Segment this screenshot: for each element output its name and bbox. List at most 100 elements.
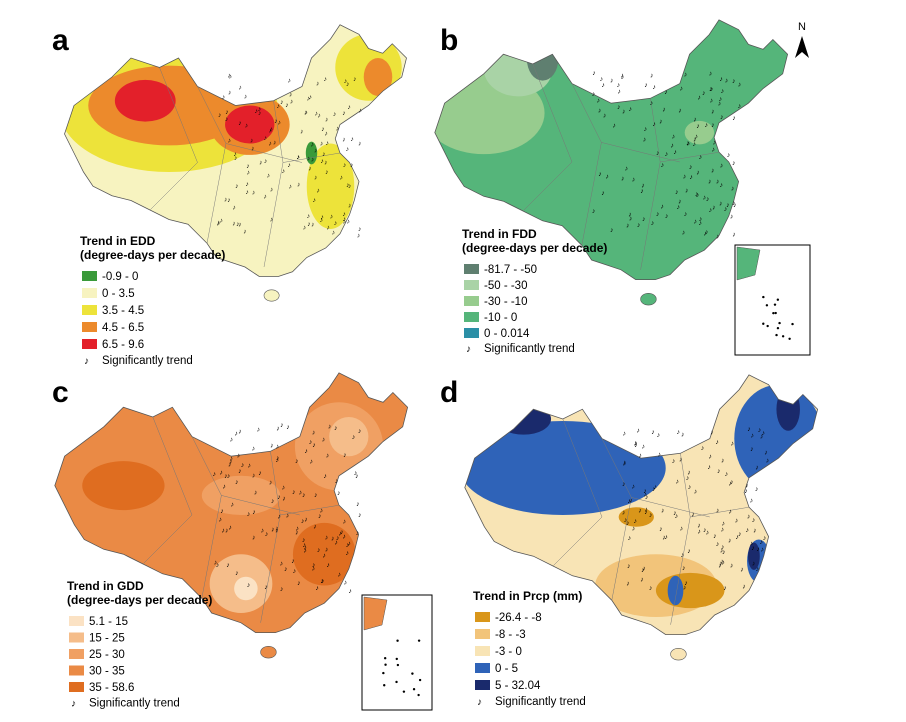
station-marker: ♪ <box>222 483 225 490</box>
legend-label: 3.5 - 4.5 <box>102 305 144 317</box>
station-marker: ♪ <box>716 508 719 515</box>
station-marker: ♪ <box>277 514 280 521</box>
station-marker: ♪ <box>342 136 345 143</box>
station-marker: ♪ <box>628 535 631 542</box>
station-marker: ♪ <box>252 534 255 541</box>
station-marker: ♪ <box>644 82 647 89</box>
panel-label: c <box>52 376 69 409</box>
station-marker: ♪ <box>644 509 647 516</box>
station-marker: ♪ <box>251 146 254 153</box>
station-marker: ♪ <box>634 440 637 447</box>
station-marker: ♪ <box>664 534 667 541</box>
station-marker: ♪ <box>312 442 315 449</box>
station-marker: ♪ <box>270 126 273 133</box>
station-marker: ♪ <box>245 189 248 196</box>
station-marker: ♪ <box>308 94 311 101</box>
station-marker: ♪ <box>336 126 339 133</box>
station-marker: ♪ <box>334 540 337 547</box>
legend-swatch <box>69 632 84 643</box>
station-marker: ♪ <box>314 148 317 155</box>
station-marker: ♪ <box>689 174 692 181</box>
station-marker: ♪ <box>348 588 351 595</box>
station-marker: ♪ <box>758 427 761 434</box>
station-marker: ♪ <box>254 489 257 496</box>
station-marker: ♪ <box>342 211 345 218</box>
station-marker: ♪ <box>642 566 645 573</box>
station-marker: ♪ <box>661 508 664 515</box>
station-marker: ♪ <box>719 182 722 189</box>
station-marker: ♪ <box>621 175 624 182</box>
station-marker: ♪ <box>230 437 233 444</box>
station-marker: ♪ <box>629 498 632 505</box>
station-marker: ♪ <box>228 138 231 145</box>
station-marker: ♪ <box>676 204 679 211</box>
station-marker: ♪ <box>716 541 719 548</box>
station-marker: ♪ <box>721 526 724 533</box>
station-marker: ♪ <box>313 197 316 204</box>
station-marker: ♪ <box>343 518 346 525</box>
station-marker: ♪ <box>355 473 358 480</box>
station-marker: ♪ <box>632 525 635 532</box>
station-marker: ♪ <box>243 228 246 235</box>
station-marker: ♪ <box>701 445 704 452</box>
station-marker: ♪ <box>245 122 248 129</box>
station-marker: ♪ <box>730 562 733 569</box>
station-marker: ♪ <box>338 531 341 538</box>
station-marker: ♪ <box>226 562 229 569</box>
legend-label: 0 - 0.014 <box>484 328 530 340</box>
legend-label: 0 - 5 <box>495 663 518 675</box>
station-marker: ♪ <box>620 73 623 80</box>
station-marker: ♪ <box>252 445 255 452</box>
trend-zone <box>306 143 355 230</box>
station-marker: ♪ <box>596 98 599 105</box>
station-marker: ♪ <box>641 183 644 190</box>
station-marker: ♪ <box>322 151 325 158</box>
station-marker: ♪ <box>271 498 274 505</box>
station-marker: ♪ <box>297 580 300 587</box>
station-marker: ♪ <box>312 562 315 569</box>
station-marker: ♪ <box>738 531 741 538</box>
station-marker: ♪ <box>623 460 626 467</box>
station-marker: ♪ <box>682 230 685 237</box>
station-marker: ♪ <box>719 76 722 83</box>
station-marker: ♪ <box>218 112 221 119</box>
legend-significance: Significantly trend <box>89 698 180 710</box>
station-marker: ♪ <box>661 162 664 169</box>
station-marker: ♪ <box>350 162 353 169</box>
station-marker: ♪ <box>264 158 267 165</box>
station-marker: ♪ <box>712 204 715 211</box>
station-marker: ♪ <box>234 431 237 438</box>
station-marker: ♪ <box>214 559 217 566</box>
station-marker: ♪ <box>308 165 311 172</box>
station-marker: ♪ <box>286 424 289 431</box>
station-marker: ♪ <box>324 76 327 83</box>
trend-zone <box>464 420 666 516</box>
station-marker: ♪ <box>280 560 283 567</box>
station-marker: ♪ <box>354 470 357 477</box>
station-marker: ♪ <box>222 94 225 101</box>
legend-swatch <box>69 682 84 692</box>
inset-island <box>762 295 765 299</box>
legend-title: Trend in FDD <box>462 227 537 241</box>
station-marker: ♪ <box>672 458 675 465</box>
legend-swatch <box>82 271 97 281</box>
station-marker: ♪ <box>302 492 305 499</box>
station-marker: ♪ <box>236 221 239 228</box>
station-marker: ♪ <box>276 455 279 462</box>
legend-swatch <box>69 665 84 676</box>
station-marker: ♪ <box>339 175 342 182</box>
station-marker: ♪ <box>651 220 654 227</box>
station-marker: ♪ <box>307 95 310 102</box>
inset-island <box>773 303 777 306</box>
station-marker: ♪ <box>732 200 735 207</box>
station-marker: ♪ <box>250 137 253 144</box>
station-marker: ♪ <box>721 559 724 566</box>
station-marker: ♪ <box>733 202 736 209</box>
station-marker: ♪ <box>675 513 678 520</box>
station-marker: ♪ <box>601 82 604 89</box>
map: ♪♪♪♪♪♪♪♪♪♪♪♪♪♪♪♪♪♪♪♪♪♪♪♪♪♪♪♪♪♪♪♪♪♪♪♪♪♪♪♪… <box>434 19 789 306</box>
station-marker: ♪ <box>728 538 731 545</box>
station-marker: ♪ <box>751 545 754 552</box>
station-marker: ♪ <box>248 463 251 470</box>
station-marker: ♪ <box>292 489 295 496</box>
